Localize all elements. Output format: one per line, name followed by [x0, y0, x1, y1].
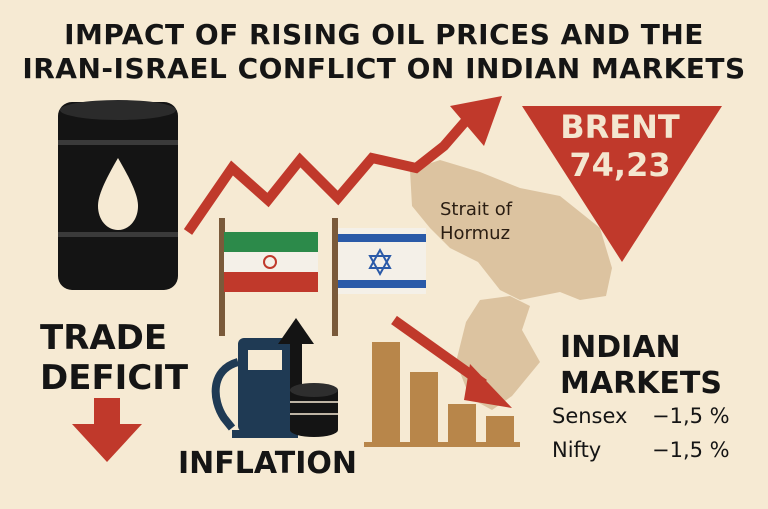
trade-deficit-line-1: TRADE: [40, 318, 168, 358]
bar-chart-icon: [364, 342, 520, 447]
sensex-change: −1,5 %: [652, 404, 730, 428]
brent-label: BRENT: [560, 108, 680, 146]
indian-markets-line-1: INDIAN: [560, 330, 681, 365]
title-line-1: IMPACT OF RISING OIL PRICES AND THE: [64, 18, 704, 51]
strait-of-hormuz-label: Strait of Hormuz: [440, 199, 513, 244]
indian-markets-line-2: MARKETS: [560, 366, 722, 401]
brent-badge: BRENT 74,23: [520, 108, 720, 184]
indian-markets-heading: INDIAN MARKETS: [560, 330, 722, 402]
trade-deficit-line-2: DEFICIT: [40, 358, 189, 398]
oil-barrel-icon: [58, 100, 178, 290]
inflation-label: INFLATION: [178, 446, 358, 481]
fuel-pump-icon: [211, 338, 298, 438]
nifty-change: −1,5 %: [652, 438, 730, 462]
trade-deficit-label: TRADE DEFICIT: [40, 318, 188, 398]
up-trend-arrow-icon: [183, 96, 502, 235]
down-trend-arrow-icon: [391, 315, 512, 408]
brent-value: 74,23: [569, 146, 671, 184]
israel-flag-icon: [332, 218, 426, 336]
down-arrow-icon: [72, 398, 142, 462]
brent-triangle: [522, 106, 722, 262]
nifty-name: Nifty: [552, 438, 602, 462]
page-title: IMPACT OF RISING OIL PRICES AND THE IRAN…: [0, 18, 768, 86]
iran-flag-icon: [219, 218, 318, 336]
title-line-2: IRAN-ISRAEL CONFLICT ON INDIAN MARKETS: [22, 52, 746, 85]
sensex-name: Sensex: [552, 404, 628, 428]
coin-stack-icon: [290, 383, 338, 437]
